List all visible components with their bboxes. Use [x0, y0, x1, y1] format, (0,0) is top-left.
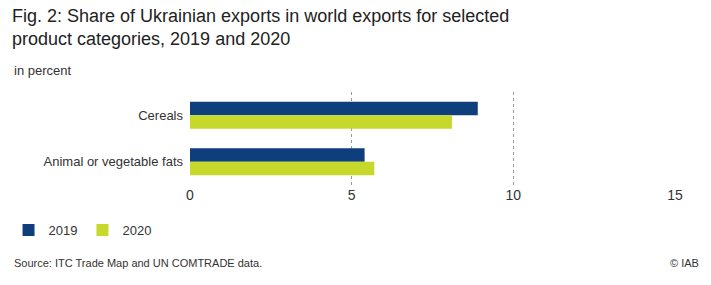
svg-text:© IAB: © IAB — [670, 257, 699, 269]
svg-text:15: 15 — [667, 187, 683, 203]
svg-text:Cereals: Cereals — [138, 108, 183, 123]
svg-text:2020: 2020 — [122, 223, 151, 238]
svg-text:2019: 2019 — [49, 223, 78, 238]
svg-text:10: 10 — [506, 187, 522, 203]
svg-text:Fig. 2: Share of Ukrainian exp: Fig. 2: Share of Ukrainian exports in wo… — [12, 6, 509, 49]
svg-text:Animal or vegetable fats: Animal or vegetable fats — [44, 154, 184, 169]
svg-text:0: 0 — [186, 187, 194, 203]
svg-text:5: 5 — [348, 187, 356, 203]
svg-text:Source: ITC Trade Map and UN C: Source: ITC Trade Map and UN COMTRADE da… — [14, 257, 262, 269]
svg-text:in percent: in percent — [14, 63, 71, 78]
